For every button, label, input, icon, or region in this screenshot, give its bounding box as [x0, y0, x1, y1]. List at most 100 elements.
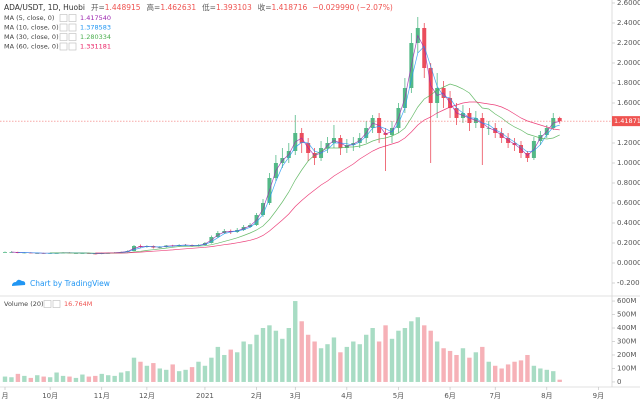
x-tick-label: 2月	[251, 392, 262, 400]
last-price-box	[612, 116, 640, 127]
volume-bar	[544, 369, 549, 382]
volume-tick-label: 200M	[617, 351, 636, 359]
volume-legend-name: Volume (20)	[4, 300, 44, 308]
volume-bar	[538, 368, 543, 382]
volume-bar	[196, 361, 201, 382]
volume-bar	[2, 376, 8, 382]
volume-bar	[473, 352, 479, 382]
volume-bar	[428, 330, 433, 382]
y-tick-label: 0.800000	[617, 179, 640, 187]
volume-bar	[305, 334, 311, 382]
volume-bar	[35, 375, 40, 382]
volume-bar	[286, 328, 291, 382]
volume-tick-label: 600M	[617, 297, 636, 305]
candle-body	[35, 253, 40, 254]
volume-bar	[28, 377, 33, 382]
y-tick-label: 0.600000	[617, 199, 640, 207]
legend-eye	[43, 300, 52, 308]
candle-body	[80, 253, 85, 254]
volume-bar	[157, 368, 162, 382]
volume-bar	[338, 352, 343, 382]
ma-legend-name: MA (5, close, 0)	[4, 14, 54, 22]
volume-bar	[118, 372, 124, 382]
volume-bar	[151, 363, 156, 382]
ohlc-value: 1.462631	[160, 3, 196, 12]
volume-bar	[267, 325, 272, 382]
x-tick-label: 10月	[42, 392, 58, 400]
volume-bar	[47, 377, 53, 382]
ohlc-value: 1.448915	[105, 3, 141, 12]
volume-bar	[318, 348, 324, 382]
volume-bar	[467, 357, 472, 382]
volume-bar	[493, 365, 498, 382]
volume-bar	[331, 337, 337, 382]
ohlc-value: 1.393103	[216, 3, 252, 12]
ohlc-label: 低=	[202, 2, 216, 12]
ma-legend-name: MA (60, close, 0)	[4, 43, 59, 51]
volume-bar	[351, 341, 356, 382]
y-tick-label: 0.400000	[617, 219, 640, 227]
volume-tick-label: 300M	[617, 338, 636, 346]
legend-close	[68, 14, 77, 22]
volume-bar	[22, 375, 27, 382]
volume-bar	[480, 346, 485, 382]
candle-body	[73, 253, 78, 254]
symbol: ADA/USDT, 1D, Huobi	[4, 3, 85, 12]
legend-eye	[59, 23, 68, 32]
volume-bar	[273, 330, 279, 382]
volume-bar	[54, 372, 59, 382]
volume-bar	[460, 348, 466, 382]
x-tick-label: 6月	[444, 392, 455, 400]
volume-legend-value: 16.764M	[64, 300, 92, 308]
ma-legend-value: 1.280334	[80, 33, 111, 41]
volume-bar	[241, 341, 246, 382]
ma-legend-name: MA (30, close, 0)	[4, 33, 59, 41]
header: ADA/USDT, 1D, Huobi 开=1.448915 高=1.462631 低…	[4, 2, 393, 12]
volume-bar	[441, 348, 446, 382]
volume-bar	[189, 367, 195, 382]
volume-bar	[131, 357, 137, 382]
volume-bar	[209, 357, 214, 382]
x-tick-label: 11月	[94, 392, 110, 400]
volume-bar	[383, 325, 388, 382]
volume-bar	[525, 354, 530, 382]
volume-bar	[41, 376, 46, 382]
y-tick-label: 1.600000	[617, 99, 640, 107]
volume-bar	[112, 375, 117, 382]
volume-bar	[60, 375, 66, 382]
volume-bar	[67, 376, 72, 382]
x-tick-label: 月	[2, 392, 9, 400]
legend-close	[68, 42, 77, 51]
candle-body	[557, 118, 562, 122]
legend-eye	[59, 14, 68, 22]
volume-bar	[505, 364, 511, 382]
volume-bar	[434, 341, 440, 382]
ma-legend-value: 1.378583	[80, 24, 111, 32]
volume-bar	[486, 361, 491, 382]
y-tick-label: 0.200000	[617, 239, 640, 247]
candle-body	[486, 128, 491, 129]
volume-bar	[499, 368, 504, 382]
volume-bar	[557, 379, 562, 382]
volume-bar	[176, 371, 182, 382]
volume-bar	[254, 334, 259, 382]
y-tick-label: 2.200000	[617, 39, 640, 47]
volume-bar	[15, 373, 21, 382]
ma-legend-name: MA (10, close, 0)	[4, 24, 59, 32]
legend-close	[52, 300, 61, 308]
x-tick-label: 3月	[290, 392, 301, 400]
volume-bar	[370, 328, 375, 382]
volume-bar	[99, 373, 104, 382]
candle-body	[9, 252, 14, 253]
watermark-logo	[12, 279, 26, 286]
ohlc-label: 收=	[258, 2, 272, 12]
y-tick-label: 0.000000	[617, 259, 640, 267]
ma-legend-value: 1.417540	[80, 14, 111, 22]
y-tick-label: 2.400000	[617, 19, 640, 27]
volume-bar	[80, 374, 85, 382]
volume-bar	[247, 344, 253, 382]
ma-line	[50, 83, 560, 254]
volume-tick-label: 500M	[617, 311, 636, 319]
x-tick-label: 7月	[489, 392, 500, 400]
